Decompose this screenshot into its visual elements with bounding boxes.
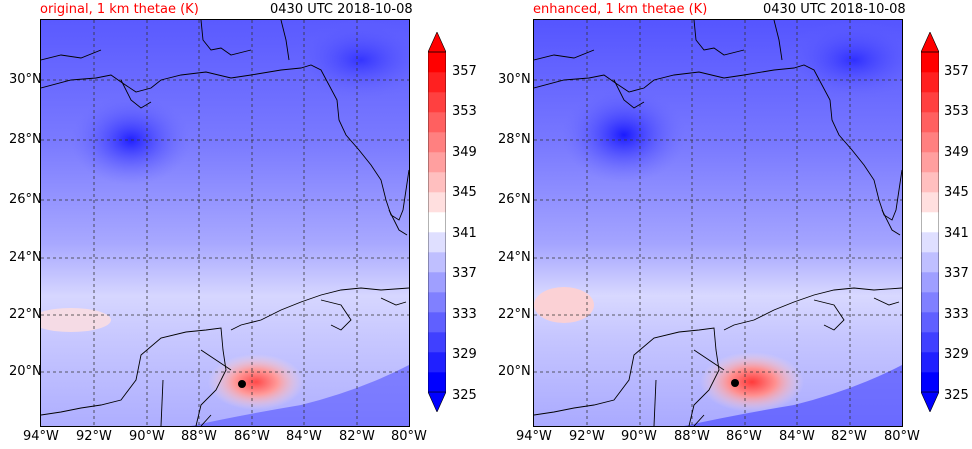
colorbar-segment (921, 312, 939, 333)
colorbar-segment (921, 232, 939, 253)
colorbar-label: 337 (452, 266, 477, 281)
lat-tick: 26°N (498, 192, 531, 207)
colorbar-segment (428, 332, 446, 353)
colorbar-segment (428, 312, 446, 333)
colorbar-segment (428, 52, 446, 73)
colorbar-label: 349 (452, 145, 477, 160)
colorbar-label: 329 (452, 347, 477, 362)
lat-tick: 30°N (9, 72, 42, 87)
lat-tick: 28°N (498, 132, 531, 147)
colorbar-segment (428, 232, 446, 253)
lon-tick: 94°W (23, 429, 59, 444)
colorbar (428, 32, 446, 412)
lon-tick: 88°W (674, 429, 710, 444)
lon-tick: 92°W (569, 429, 605, 444)
colorbar-segment (921, 352, 939, 373)
lon-tick: 86°W (234, 429, 270, 444)
colorbar-outline (428, 51, 446, 393)
panel-time: 0430 UTC 2018-10-08 (270, 2, 413, 17)
lat-tick: 20°N (9, 364, 42, 379)
colorbar-segment (428, 72, 446, 93)
colorbar-segment (921, 72, 939, 93)
storm-center-marker (238, 380, 246, 388)
colorbar-segment (428, 132, 446, 153)
lon-tick: 84°W (286, 429, 322, 444)
colorbar-segment (428, 252, 446, 273)
colorbar-segment (428, 272, 446, 293)
colorbar-extend-high (921, 32, 939, 53)
colorbar-segment (921, 52, 939, 73)
colorbar-label: 333 (452, 307, 477, 322)
lon-tick: 92°W (76, 429, 112, 444)
colorbar-extend-high (428, 32, 446, 53)
lat-tick: 24°N (9, 250, 42, 265)
lat-tick: 22°N (9, 307, 42, 322)
lon-tick: 82°W (339, 429, 375, 444)
colorbar-segment (921, 192, 939, 213)
lat-tick: 26°N (9, 192, 42, 207)
lat-tick: 20°N (498, 364, 531, 379)
colorbar-label: 357 (452, 64, 477, 79)
lon-tick: 80°W (884, 429, 920, 444)
lat-tick: 30°N (498, 72, 531, 87)
colorbar-segment (428, 92, 446, 113)
lat-tick: 28°N (9, 132, 42, 147)
colorbar (921, 32, 939, 412)
lon-tick: 90°W (621, 429, 657, 444)
colorbar-segment (428, 192, 446, 213)
panel-time: 0430 UTC 2018-10-08 (763, 2, 906, 17)
colorbar-segment (428, 152, 446, 173)
storm-center-marker (731, 379, 739, 387)
colorbar-segment (921, 252, 939, 273)
map-enhanced (533, 19, 903, 427)
panel-title: enhanced, 1 km thetae (K) (533, 2, 708, 17)
colorbar-label: 357 (944, 64, 969, 79)
colorbar-label: 325 (944, 388, 969, 403)
colorbar-segment (428, 292, 446, 313)
colorbar-segment (428, 352, 446, 373)
colorbar-segment (428, 172, 446, 193)
colorbar-extend-low (428, 391, 446, 412)
colorbar-segment (921, 92, 939, 113)
thetae-map (534, 20, 902, 426)
colorbar-segment (921, 332, 939, 353)
colorbar-segment (921, 212, 939, 233)
colorbar-segment (921, 112, 939, 133)
colorbar-segment (921, 172, 939, 193)
lon-tick: 90°W (129, 429, 165, 444)
colorbar-extend-low (921, 391, 939, 412)
lat-tick: 22°N (498, 307, 531, 322)
colorbar-label: 341 (452, 226, 477, 241)
colorbar-label: 353 (452, 104, 477, 119)
colorbar-label: 329 (944, 347, 969, 362)
colorbar-label: 349 (944, 145, 969, 160)
colorbar-segment (428, 372, 446, 393)
colorbar-label: 345 (452, 185, 477, 200)
colorbar-segment (921, 132, 939, 153)
thetae-map (41, 20, 409, 426)
colorbar-label: 345 (944, 185, 969, 200)
lon-tick: 82°W (831, 429, 867, 444)
colorbar-segment (921, 152, 939, 173)
colorbar-label: 353 (944, 104, 969, 119)
colorbar-label: 337 (944, 266, 969, 281)
colorbar-segment (428, 112, 446, 133)
colorbar-label: 325 (452, 388, 477, 403)
colorbar-segment (428, 212, 446, 233)
colorbar-label: 341 (944, 226, 969, 241)
lon-tick: 86°W (726, 429, 762, 444)
lon-tick: 84°W (779, 429, 815, 444)
colorbar-outline (921, 51, 939, 393)
lon-tick: 94°W (516, 429, 552, 444)
lon-tick: 88°W (181, 429, 217, 444)
panel-title: original, 1 km thetae (K) (40, 2, 199, 17)
colorbar-segment (921, 292, 939, 313)
lon-tick: 80°W (391, 429, 427, 444)
colorbar-segment (921, 372, 939, 393)
map-original (40, 19, 410, 427)
lat-tick: 24°N (498, 250, 531, 265)
colorbar-segment (921, 272, 939, 293)
colorbar-label: 333 (944, 307, 969, 322)
